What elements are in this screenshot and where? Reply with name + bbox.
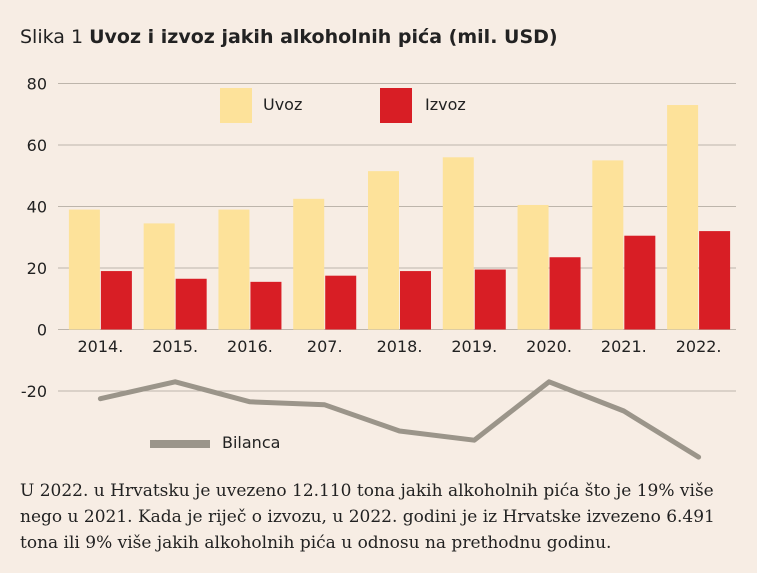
figure-label: Slika 1 [20, 26, 84, 48]
bar-uvoz [218, 209, 250, 330]
bar-izvoz [699, 231, 731, 330]
bar-uvoz [517, 204, 549, 330]
bar-uvoz [368, 171, 399, 330]
x-axis-ticks: 2014. 2015. 2016. 207. 2018. 2019. 2020. 2021. 2… [77, 337, 721, 356]
bars [68, 105, 731, 330]
bar-uvoz [68, 209, 100, 330]
y-axis-ticks: 80 60 40 20 0 -20 [21, 75, 47, 402]
x-tick-label: 2014. [77, 337, 123, 356]
figure-title: Uvoz i izvoz jakih alkoholnih pića (mil.… [89, 26, 558, 48]
x-tick-label: 2015. [152, 337, 198, 356]
bar-izvoz [250, 281, 282, 330]
bar-uvoz [667, 105, 699, 330]
y-tick-label: 40 [27, 198, 47, 217]
caption-text: U 2022. u Hrvatsku je uvezeno 12.110 ton… [20, 481, 715, 553]
x-tick-label: 2020. [526, 337, 572, 356]
legend-swatch-izvoz [380, 88, 412, 123]
bilanca-line [97, 379, 702, 460]
x-tick-label: 2021. [601, 337, 647, 356]
x-tick-label: 2016. [227, 337, 273, 356]
y-tick-label: 0 [37, 321, 47, 340]
legend-label-izvoz: Izvoz [425, 95, 466, 114]
legend-label-uvoz: Uvoz [263, 95, 302, 114]
bar-izvoz [400, 271, 431, 330]
y-tick-label: -20 [21, 382, 47, 401]
bar-izvoz [325, 275, 357, 330]
chart-title: Slika 1 Uvoz i izvoz jakih alkoholnih pi… [20, 26, 558, 48]
bar-izvoz [100, 271, 132, 330]
balance-line [97, 379, 702, 460]
bar-izvoz [175, 278, 207, 330]
x-tick-label: 2022. [676, 337, 722, 356]
y-tick-label: 60 [27, 136, 47, 155]
bar-izvoz [549, 257, 581, 330]
bar-uvoz [592, 160, 624, 330]
bar-uvoz [442, 157, 474, 330]
legend-swatch-uvoz [220, 88, 252, 123]
y-tick-label: 20 [27, 259, 47, 278]
bar-uvoz [143, 223, 175, 330]
x-tick-label: 207. [307, 337, 343, 356]
bar-izvoz [474, 269, 506, 330]
y-tick-label: 80 [27, 75, 47, 94]
x-tick-label: 2019. [451, 337, 497, 356]
bar-izvoz [624, 235, 656, 330]
bar-uvoz [293, 198, 325, 330]
legend-label-bilanca: Bilanca [222, 433, 280, 452]
x-tick-label: 2018. [377, 337, 423, 356]
legend: Uvoz Izvoz Bilanca [150, 88, 466, 452]
